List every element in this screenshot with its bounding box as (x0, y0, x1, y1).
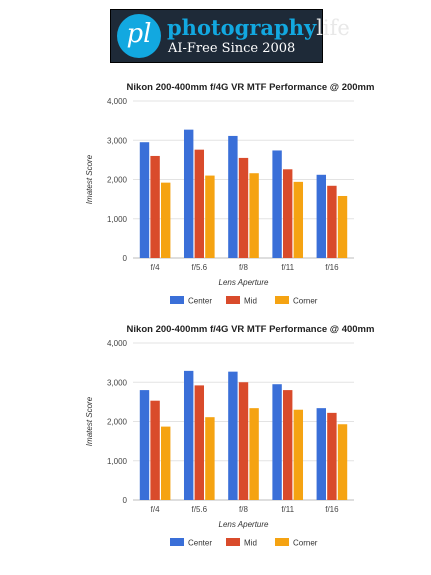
bar-center-f-16 (316, 174, 326, 258)
logo-tagline: AI-Free Since 2008 (168, 41, 296, 56)
x-axis-label: Lens Aperture (219, 278, 270, 287)
x-tick-label: f/11 (281, 263, 294, 272)
bar-center-f-11 (272, 150, 282, 258)
bar-corner-f-16 (337, 195, 348, 258)
photography-life-logo: pl photographylife AI-Free Since 2008 (110, 9, 350, 63)
y-tick-label: 4,000 (107, 97, 128, 106)
x-tick-label: f/11 (281, 505, 294, 514)
y-tick-label: 4,000 (107, 339, 128, 348)
bar-center-f-11 (272, 384, 282, 500)
logo-monogram: pl (126, 19, 152, 49)
x-axis-label: Lens Aperture (219, 520, 270, 529)
y-axis-label: Imatest Score (85, 154, 94, 204)
bar-center-f-8 (228, 135, 238, 258)
x-tick-label: f/16 (325, 505, 339, 514)
bar-mid-f-5-6 (194, 149, 205, 258)
bar-center-f-5-6 (183, 129, 194, 258)
legend-swatch (275, 538, 289, 546)
bar-corner-f-8 (249, 173, 259, 258)
legend-swatch (170, 538, 184, 546)
legend-item-mid[interactable]: Mid (226, 538, 257, 548)
y-tick-label: 3,000 (107, 378, 128, 387)
mtf-chart-400mm: Nikon 200-400mm f/4G VR MTF Performance … (85, 324, 375, 548)
legend-swatch (226, 538, 240, 546)
legend-label: Corner (293, 539, 318, 548)
bar-mid-f-8 (238, 382, 249, 500)
y-tick-label: 1,000 (107, 215, 128, 224)
x-tick-label: f/5.6 (192, 263, 208, 272)
x-tick-label: f/4 (151, 505, 160, 514)
bar-mid-f-16 (327, 185, 337, 258)
y-axis-label: Imatest Score (85, 396, 94, 446)
legend-label: Corner (293, 297, 318, 306)
chart-title: Nikon 200-400mm f/4G VR MTF Performance … (127, 82, 375, 93)
legend-item-corner[interactable]: Corner (275, 538, 318, 548)
legend-item-center[interactable]: Center (170, 538, 212, 548)
bar-corner-f-5-6 (205, 417, 215, 500)
logo-monogram-circle (117, 14, 161, 58)
legend-swatch (226, 296, 240, 304)
legend-item-mid[interactable]: Mid (226, 296, 257, 306)
bar-mid-f-4 (150, 400, 160, 500)
bar-corner-f-11 (293, 409, 304, 500)
bar-mid-f-5-6 (194, 385, 205, 500)
legend-item-center[interactable]: Center (170, 296, 212, 306)
bar-center-f-8 (228, 371, 238, 500)
logo-brand-part2: life (316, 16, 350, 40)
x-tick-label: f/8 (239, 505, 248, 514)
logo-brand: photographylife (167, 15, 350, 41)
y-tick-label: 0 (123, 254, 128, 263)
bar-corner-f-16 (337, 424, 348, 500)
legend-swatch (170, 296, 184, 304)
legend-label: Center (188, 297, 212, 306)
bar-center-f-4 (139, 390, 150, 500)
y-tick-label: 1,000 (107, 457, 128, 466)
bar-mid-f-8 (238, 157, 249, 258)
bar-mid-f-16 (327, 412, 337, 500)
bar-center-f-4 (139, 142, 150, 258)
bar-mid-f-11 (282, 390, 293, 500)
bar-center-f-5-6 (183, 370, 194, 500)
bar-corner-f-11 (293, 181, 304, 258)
bar-corner-f-4 (161, 182, 171, 258)
y-tick-label: 0 (123, 496, 128, 505)
chart-title: Nikon 200-400mm f/4G VR MTF Performance … (127, 324, 375, 335)
legend-swatch (275, 296, 289, 304)
legend-label: Mid (244, 539, 257, 548)
mtf-chart-200mm: Nikon 200-400mm f/4G VR MTF Performance … (85, 82, 375, 306)
x-tick-label: f/16 (325, 263, 339, 272)
x-tick-label: f/5.6 (192, 505, 208, 514)
logo-brand-part1: photography (167, 15, 317, 40)
legend-label: Center (188, 539, 212, 548)
x-tick-label: f/8 (239, 263, 248, 272)
x-tick-label: f/4 (151, 263, 160, 272)
bar-corner-f-5-6 (205, 175, 215, 258)
bar-mid-f-4 (150, 155, 160, 258)
legend-label: Mid (244, 297, 257, 306)
y-tick-label: 3,000 (107, 136, 128, 145)
bar-corner-f-4 (161, 426, 171, 500)
y-tick-label: 2,000 (107, 418, 128, 427)
bar-corner-f-8 (249, 408, 259, 500)
y-tick-label: 2,000 (107, 176, 128, 185)
legend-item-corner[interactable]: Corner (275, 296, 318, 306)
bar-center-f-16 (316, 408, 326, 500)
bar-mid-f-11 (282, 169, 293, 258)
